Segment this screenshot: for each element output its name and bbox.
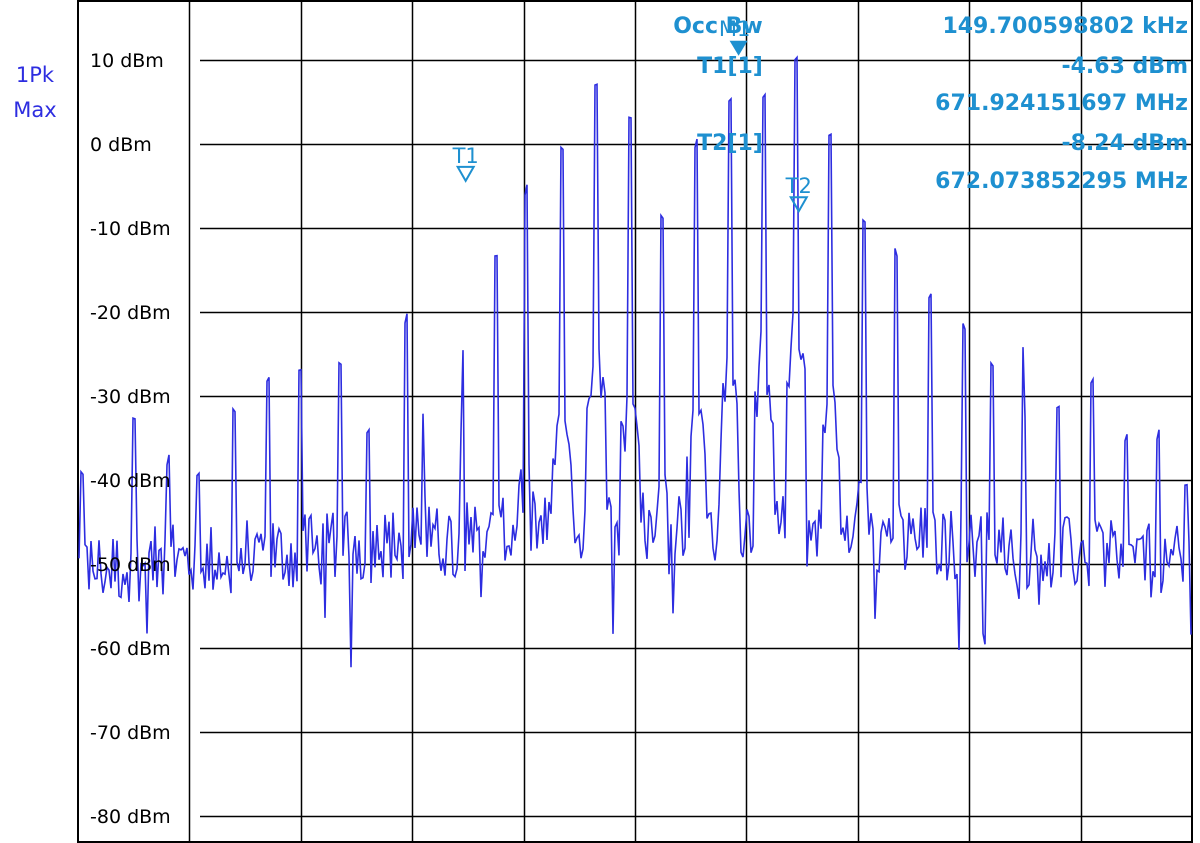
t2-readout-level: -8.24 dBm — [1061, 131, 1188, 156]
y-tick-label: -10 dBm — [90, 218, 171, 240]
y-tick-label: 10 dBm — [90, 50, 164, 72]
y-tick-label: -30 dBm — [90, 386, 171, 408]
marker-m1-label: M1 — [719, 17, 750, 41]
t1-readout-frequency: 671.924151697 MHz — [935, 91, 1188, 116]
y-tick-label: -60 dBm — [90, 638, 171, 660]
marker-t2-triangle — [789, 196, 809, 214]
markers: T1 T2 M1 — [452, 17, 812, 214]
y-tick-label: -80 dBm — [90, 806, 171, 828]
occ-bw-value: 149.700598802 kHz — [942, 14, 1188, 39]
marker-t2-label: T2 — [785, 174, 812, 198]
y-tick-label: 0 dBm — [90, 134, 152, 156]
spectrum-trace — [78, 55, 1192, 668]
marker-t1-triangle — [455, 165, 476, 183]
y-tick-label: -40 dBm — [90, 470, 171, 492]
t2-readout-frequency: 672.073852295 MHz — [935, 169, 1188, 194]
detector-label-1pk: 1Pk — [16, 63, 55, 87]
y-tick-label: -50 dBm — [90, 554, 171, 576]
occ-bw-label: Occ Bw — [673, 14, 763, 39]
t2-readout-label: T2[1] — [697, 131, 763, 156]
y-tick-label: -70 dBm — [90, 722, 171, 744]
marker-t1-label: T1 — [452, 144, 479, 168]
y-tick-labels: 10 dBm 0 dBm -10 dBm -20 dBm -30 dBm -40 dBm -… — [90, 50, 171, 828]
marker-m1-triangle — [729, 40, 748, 56]
t1-readout-label: T1[1] — [697, 54, 763, 79]
t1-readout-level: -4.63 dBm — [1061, 54, 1188, 79]
y-tick-label: -20 dBm — [90, 302, 171, 324]
detector-label-max: Max — [13, 98, 56, 122]
